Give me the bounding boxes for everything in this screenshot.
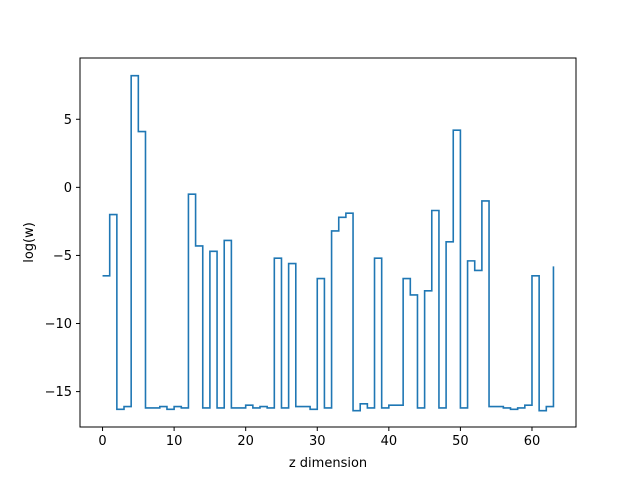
step-series-line bbox=[102, 74, 555, 412]
x-tick-label: 0 bbox=[98, 434, 106, 449]
plot-frame bbox=[79, 57, 577, 428]
y-tick-label: −10 bbox=[45, 317, 72, 332]
y-tick-label: 0 bbox=[64, 181, 72, 196]
x-tick-label: 30 bbox=[309, 434, 326, 449]
ticks: 0 10 20 30 40 50 60 −15 −10 −5 0 5 bbox=[45, 113, 541, 449]
x-tick-label: 50 bbox=[452, 434, 469, 449]
x-tick-label: 40 bbox=[381, 434, 398, 449]
x-tick-label: 60 bbox=[524, 434, 541, 449]
x-tick-label: 10 bbox=[166, 434, 183, 449]
y-axis-label: log(w) bbox=[22, 222, 37, 263]
y-tick-label: −5 bbox=[53, 249, 72, 264]
y-tick-label: −15 bbox=[45, 385, 72, 400]
y-tick-label: 5 bbox=[64, 113, 72, 128]
x-axis-label: z dimension bbox=[289, 456, 367, 471]
x-tick-label: 20 bbox=[237, 434, 254, 449]
series bbox=[102, 74, 555, 412]
